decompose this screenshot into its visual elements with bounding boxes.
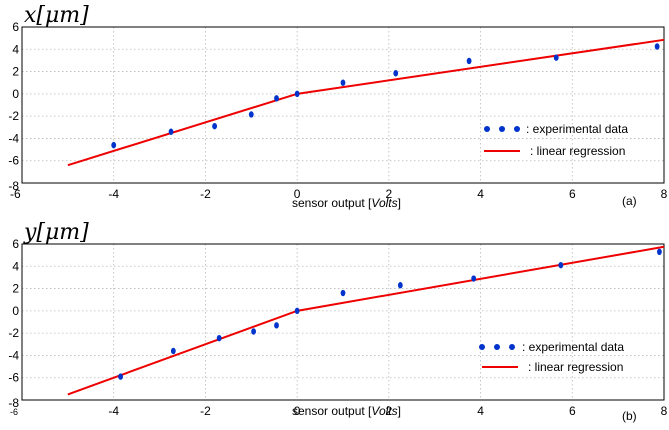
data-point [340,289,346,297]
y-tick-label: 6 [12,237,19,251]
y-tick-label: -6 [8,154,19,168]
x-tick-label: -4 [108,404,119,418]
legend-b-marker-1 [479,344,485,350]
data-point [657,248,662,255]
data-point [471,275,477,282]
legend-b-marker-2 [494,344,500,350]
panel-label-a: (a) [622,194,637,208]
x-tick-label: -6 [10,407,18,417]
plot-frame-b [21,243,665,401]
y-tick-label: 0 [12,304,19,318]
legend-a: : experimental data : linear regression [484,122,628,158]
y-tick-label: -2 [8,326,19,340]
y-axis-title-a: x[μm] [24,3,89,28]
x-tick-label: -6 [10,187,21,201]
grid-a [22,27,664,183]
x-tick-label: 0 [294,404,301,418]
y-tick-label: 2 [12,282,19,296]
data-point [466,57,472,65]
x-tick-label: -2 [200,404,211,418]
x-tick-label: 8 [661,404,668,418]
data-point [168,128,174,135]
data-marks-b [67,245,665,396]
x-tick-label: -2 [200,187,211,201]
data-point [274,322,279,329]
grid-b [22,244,664,400]
x-axis-label-a-unit: Volts [371,196,397,210]
panel-label-b: (b) [622,409,637,423]
x-axis-label-b: sensor output [Volts] [292,404,401,418]
data-point [558,261,564,269]
x-axis-label-a-suffix: ] [398,196,401,210]
data-point [393,70,399,77]
x-axis-label-b-unit: Volts [371,404,397,418]
data-point [170,347,176,355]
y-tick-label: -2 [8,109,19,123]
data-point [118,373,123,380]
x-tick-label: 2 [386,404,393,418]
y-tick-label: -6 [8,371,19,385]
data-point [553,54,559,61]
y-tick-label: -8 [8,396,19,410]
y-tick-label: 0 [12,87,19,101]
y-tick-label: -4 [8,348,19,362]
x-axis-label-a-prefix: sensor output [ [292,196,372,210]
legend-b-line-label: : linear regression [528,360,623,374]
data-point [274,95,279,102]
plot-frame-a [21,26,665,184]
legend-a-line-label: : linear regression [530,144,625,158]
y-tick-label: 4 [12,42,19,56]
data-point [654,43,660,50]
x-tick-label: 6 [569,187,576,201]
y-tick-label: -4 [8,131,19,145]
data-point [251,328,256,335]
data-marks-a [67,38,665,167]
y-tick-label: 4 [12,259,19,273]
x-tick-label: 6 [569,404,576,418]
legend-b: : experimental data : linear regression [479,340,624,374]
data-point [212,122,218,130]
x-tick-label: 2 [386,187,393,201]
data-point [340,79,346,86]
legend-a-marker-1 [484,126,490,132]
data-point [294,307,300,315]
legend-a-marker-3 [514,126,520,132]
legend-b-scatter-label: : experimental data [522,340,624,354]
data-point [397,282,403,289]
legend-a-scatter-label: : experimental data [526,122,628,136]
x-tick-label: -4 [108,187,119,201]
y-axis-title-b: y[μm] [23,220,89,245]
x-tick-label: 8 [661,187,668,201]
y-tick-label: 2 [12,65,19,79]
y-tick-label: 6 [12,20,19,34]
data-point [248,111,254,118]
legend-b-marker-3 [509,344,515,350]
x-axis-label-b-prefix: sensor output [ [292,404,372,418]
x-tick-label: 4 [477,187,484,201]
data-point [294,90,300,98]
x-tick-label: 0 [294,187,301,201]
x-axis-label-a: sensor output [Volts] [292,196,401,210]
x-axis-label-b-suffix: ] [398,404,401,418]
legend-a-marker-2 [499,126,505,132]
y-tick-label: -8 [8,179,19,193]
data-point [111,141,117,149]
x-tick-label: 4 [477,404,484,418]
data-point [216,334,222,342]
